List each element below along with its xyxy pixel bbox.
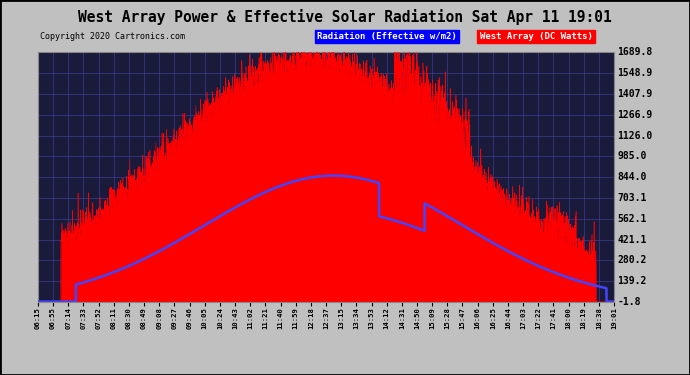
- Text: 985.0: 985.0: [618, 152, 647, 161]
- Text: 844.0: 844.0: [618, 172, 647, 182]
- Text: 562.1: 562.1: [618, 214, 647, 224]
- Text: West Array Power & Effective Solar Radiation Sat Apr 11 19:01: West Array Power & Effective Solar Radia…: [78, 9, 612, 26]
- Text: 1407.9: 1407.9: [618, 89, 653, 99]
- Text: 280.2: 280.2: [618, 255, 647, 265]
- Text: 1689.8: 1689.8: [618, 48, 653, 57]
- Text: Copyright 2020 Cartronics.com: Copyright 2020 Cartronics.com: [40, 32, 185, 41]
- Text: 421.1: 421.1: [618, 234, 647, 244]
- Text: 1548.9: 1548.9: [618, 68, 653, 78]
- Text: 703.1: 703.1: [618, 193, 647, 203]
- Text: West Array (DC Watts): West Array (DC Watts): [480, 32, 593, 41]
- Text: -1.8: -1.8: [618, 297, 641, 307]
- Text: 1266.9: 1266.9: [618, 110, 653, 120]
- Text: 139.2: 139.2: [618, 276, 647, 286]
- Text: 1126.0: 1126.0: [618, 130, 653, 141]
- Text: Radiation (Effective w/m2): Radiation (Effective w/m2): [317, 32, 457, 41]
